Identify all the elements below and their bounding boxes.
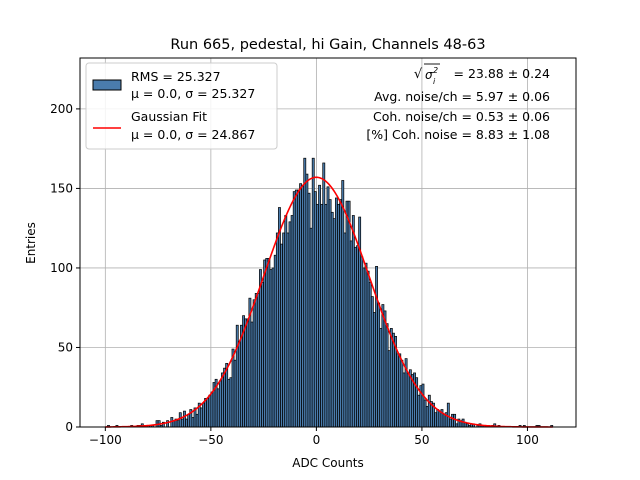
sigma-superscript: 2 [433,66,438,75]
y-axis-ticks: 0 50 100 150 200 [50,102,80,434]
legend-box [85,62,278,150]
legend-histogram-label-1: RMS = 25.327 [131,69,221,84]
y-tick-label: 100 [50,261,73,275]
x-tick-label: 0 [313,433,321,447]
annotation-coh-noise-percent: [%] Coh. noise = 8.83 ± 1.08 [366,127,550,142]
y-tick-label: 50 [58,340,73,354]
gaussian-fit-curve [105,176,553,428]
chart-title: Run 665, pedestal, hi Gain, Channels 48-… [170,37,485,53]
legend-histogram-swatch [92,79,122,91]
plot-frame [79,57,577,428]
annotation-coh-noise: Coh. noise/ch = 0.53 ± 0.06 [373,109,550,124]
x-axis-ticks: −100 −50 0 50 100 [89,427,539,447]
sqrt-sigma-symbol: √ [414,67,423,82]
sigma-symbol: σ [425,68,433,82]
x-tick-label: −50 [198,433,223,447]
y-tick-label: 200 [50,102,73,116]
sigma-subscript: i [433,77,436,86]
y-tick-label: 150 [50,181,73,195]
legend-fit-label-1: Gaussian Fit [131,109,207,124]
x-tick-label: 100 [516,433,539,447]
noise-annotations: √ σ 2 i = 23.88 ± 0.24 Avg. noise/ch = 5… [366,63,551,142]
y-axis-label: Entries [24,222,38,264]
x-axis-label: ADC Counts [292,456,364,470]
legend-histogram-label-2: μ = 0.0, σ = 25.327 [131,86,255,101]
legend-fit-label-2: μ = 0.0, σ = 24.867 [131,127,255,142]
x-tick-label: −100 [89,433,122,447]
x-tick-label: 50 [414,433,429,447]
legend: RMS = 25.327 μ = 0.0, σ = 25.327 Gaussia… [85,62,278,150]
annotation-sigma: = 23.88 ± 0.24 [454,66,551,81]
y-tick-label: 0 [65,420,73,434]
annotation-avg-noise: Avg. noise/ch = 5.97 ± 0.06 [374,89,550,104]
